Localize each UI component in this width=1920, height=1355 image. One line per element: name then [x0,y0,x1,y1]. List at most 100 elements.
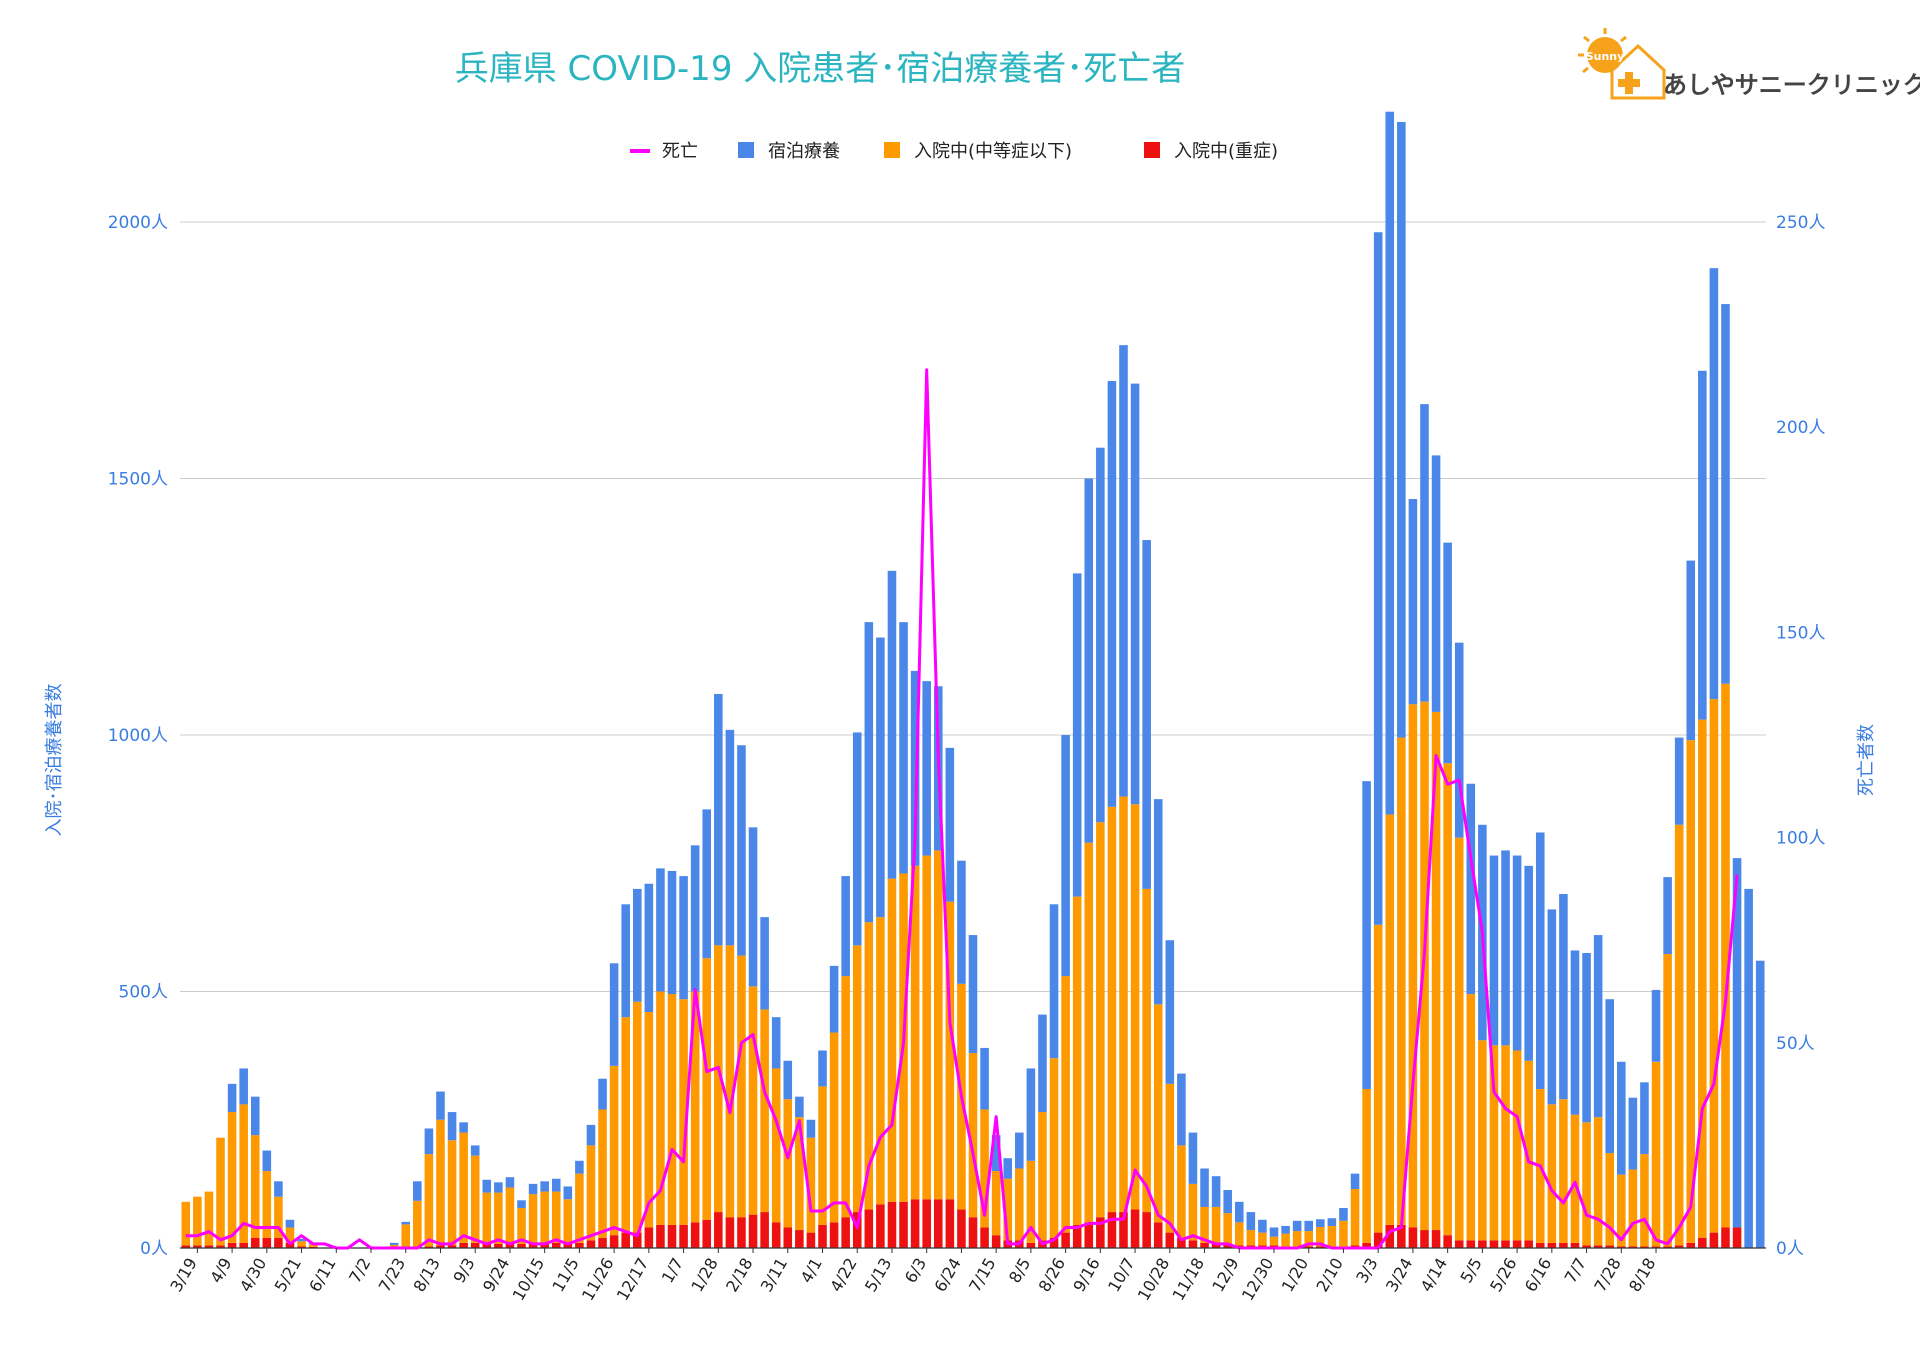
right-tick-label: 50人 [1776,1034,1815,1054]
bar-severe [494,1243,503,1248]
bar-hotel [910,670,920,866]
bar-moderate [1478,1040,1487,1241]
bar-severe [262,1237,272,1248]
bar-hotel [1119,345,1128,797]
bar-moderate [887,878,897,1202]
bar-hotel [1096,447,1105,823]
x-tick-label: 12/9 [1208,1254,1242,1295]
bar-hotel [667,870,677,995]
bar-moderate [1373,924,1383,1233]
bar-moderate [401,1224,411,1248]
bar-hotel [436,1091,445,1120]
bar-hotel [250,1096,260,1136]
bar-severe [760,1212,769,1248]
bar-moderate [517,1207,526,1244]
x-tick-label: 12/30 [1238,1254,1278,1303]
bar-moderate [910,865,920,1200]
bar-severe [887,1201,897,1248]
bar-moderate [470,1155,480,1243]
bar-severe [1061,1232,1070,1248]
bar-severe [424,1246,434,1248]
bar-severe [1478,1240,1487,1249]
right-tick-label: 200人 [1776,418,1825,438]
bar-severe [1732,1227,1742,1248]
bar-severe [1617,1246,1626,1248]
bar-hotel [795,1096,804,1118]
x-tick-label: 6/3 [901,1254,930,1286]
bar-moderate [1061,976,1070,1233]
bar-moderate [667,994,677,1225]
bar-severe [181,1245,191,1248]
bar-hotel [968,935,978,1054]
bar-hotel [1570,950,1580,1115]
sun-house-icon: Sunny [1578,28,1666,100]
bar-moderate [1663,954,1672,1247]
bar-moderate [933,850,943,1200]
bar-hotel [1084,478,1094,843]
bar-moderate [1686,740,1696,1243]
bar-hotel [1026,1068,1036,1161]
bar-moderate [1397,737,1406,1225]
bar-moderate [1119,796,1128,1213]
bar-severe [621,1232,630,1248]
bar-moderate [239,1104,248,1243]
bar-moderate [852,945,862,1213]
bar-moderate [1559,1099,1568,1243]
bar-severe [656,1224,665,1248]
bar-moderate [413,1200,422,1247]
bar-severe [1373,1232,1383,1248]
bar-hotel [1281,1225,1290,1234]
bar-hotel [760,917,769,1010]
bar-hotel [1188,1132,1198,1184]
x-tick-label: 8/26 [1035,1254,1069,1295]
bar-severe [1165,1232,1175,1248]
bar-severe [679,1224,688,1248]
bar-moderate [285,1227,295,1243]
bar-hotel [1304,1220,1314,1232]
bar-moderate [702,958,712,1220]
bar-severe [737,1217,746,1248]
bar-hotel [922,681,931,856]
x-tick-label: 12/17 [613,1254,653,1303]
bar-moderate [1350,1189,1360,1246]
bar-severe [1628,1246,1638,1248]
bar-moderate [1003,1178,1013,1241]
bar-moderate [818,1086,827,1225]
bar-hotel [1466,783,1476,995]
bar-moderate [494,1192,503,1244]
bar-hotel [1049,904,1059,1059]
bar-hotel [1709,268,1719,700]
legend-swatch-severe [1144,142,1160,158]
bar-moderate [482,1192,492,1244]
bar-moderate [841,976,850,1218]
x-tick-label: 11/26 [578,1254,618,1303]
bar-moderate [227,1112,237,1243]
bar-moderate [725,945,735,1218]
bar-severe [702,1219,712,1248]
bar-severe [1130,1209,1140,1249]
bar-moderate [551,1191,561,1243]
bar-moderate [876,917,885,1205]
bar-hotel [1454,642,1464,838]
bar-moderate [737,955,746,1218]
bar-hotel [413,1181,422,1201]
bar-hotel [748,827,758,987]
bar-severe [1026,1242,1036,1248]
x-tick-label: 8/18 [1625,1254,1659,1295]
bar-severe [436,1245,445,1248]
bar-hotel [1628,1097,1638,1170]
bar-severe [227,1242,237,1248]
bar-moderate [436,1119,445,1246]
bar-severe [795,1230,804,1248]
bar-hotel [1223,1190,1232,1214]
bar-hotel [1177,1073,1186,1146]
bar-hotel [852,732,862,946]
bar-moderate [621,1017,630,1233]
bar-severe [1316,1246,1325,1248]
bar-severe [1223,1243,1232,1248]
bar-moderate [274,1196,283,1238]
bar-moderate [922,855,931,1200]
bar-severe [1466,1240,1476,1249]
bar-severe [1559,1242,1568,1248]
bar-moderate [1698,719,1707,1238]
